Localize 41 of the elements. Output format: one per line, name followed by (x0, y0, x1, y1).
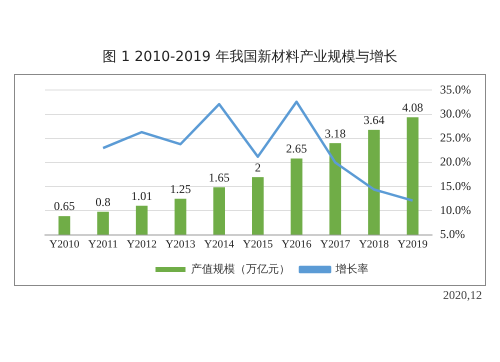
bar (368, 130, 380, 235)
data-label: 2.65 (286, 142, 308, 156)
y2-tick-label: 15.0% (440, 178, 472, 193)
legend-label: 增长率 (334, 262, 368, 276)
bar (213, 187, 226, 235)
data-label: 0.65 (54, 199, 75, 214)
x-tick-label: Y2014 (204, 238, 235, 250)
legend-label: 产值规模（万亿元） (191, 262, 290, 276)
data-label: 3.64 (363, 113, 384, 128)
bar (174, 198, 186, 235)
x-tick-label: Y2019 (398, 238, 428, 250)
y2-tick-label: 35.0% (440, 82, 472, 96)
bar (97, 212, 109, 235)
chart-title: 图 1 2010-2019 年我国新材料产业规模与增长 (102, 48, 398, 66)
x-tick-label: Y2013 (165, 238, 196, 250)
data-label: 1.25 (170, 182, 191, 196)
y2-tick-label: 30.0% (440, 106, 472, 120)
y2-tick-label: 20.0% (440, 154, 472, 169)
x-tick-label: Y2011 (88, 238, 118, 250)
bar (58, 216, 70, 235)
bar (329, 143, 342, 235)
data-label: 2 (254, 160, 261, 174)
text: 2020,12 (443, 288, 482, 303)
x-tick-label: Y2010 (49, 238, 80, 250)
bar (406, 117, 419, 235)
y2-tick-label: 5.0% (440, 226, 466, 241)
x-tick-label: Y2015 (242, 238, 274, 250)
data-label: 1.01 (131, 188, 152, 203)
x-tick-label: Y2017 (320, 238, 351, 250)
data-label: 4.08 (402, 100, 424, 114)
y2-tick-label: 25.0% (440, 130, 472, 145)
bar (290, 158, 302, 235)
x-tick-label: Y2016 (282, 238, 312, 250)
bar (252, 177, 264, 235)
bar (136, 206, 148, 235)
x-tick-label: Y2012 (126, 238, 157, 250)
y2-tick-label: 10.0% (440, 202, 472, 217)
x-tick-label: Y2018 (358, 238, 390, 250)
data-label: 1.65 (208, 170, 230, 184)
data-label: 3.18 (324, 126, 346, 140)
data-label: 0.8 (96, 194, 111, 209)
